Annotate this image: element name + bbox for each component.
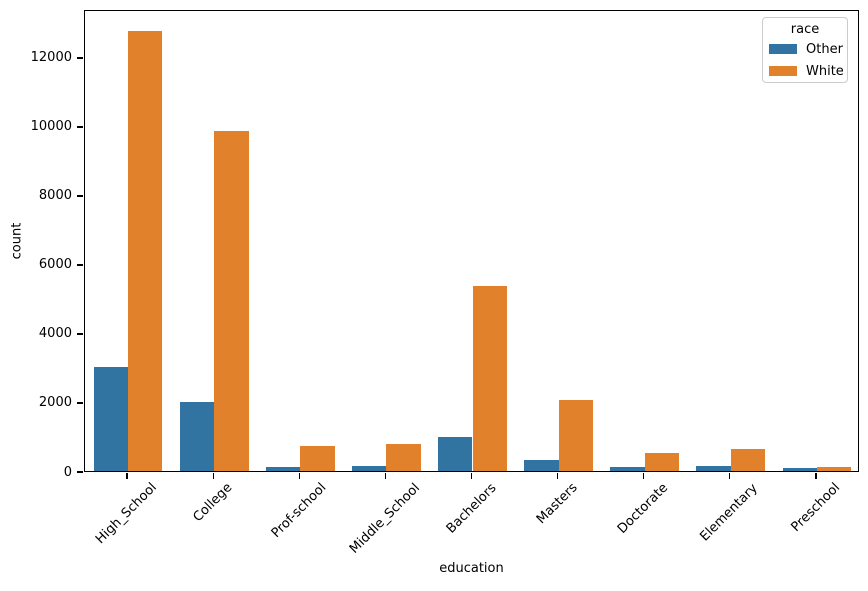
y-tick-mark bbox=[77, 471, 83, 473]
bar-bachelors-other bbox=[438, 437, 473, 471]
y-tick-mark bbox=[77, 333, 83, 335]
bar-preschool-other bbox=[782, 468, 817, 471]
bar-prof-school-other bbox=[265, 467, 301, 471]
legend-entry-white: White bbox=[769, 60, 844, 82]
bar-middle_school-white bbox=[386, 443, 421, 471]
x-tick-mark bbox=[470, 473, 473, 479]
x-tick-mark bbox=[298, 473, 300, 479]
bar-college-other bbox=[179, 402, 215, 471]
legend: race Other White bbox=[762, 17, 848, 83]
legend-label-white: White bbox=[806, 63, 844, 79]
bar-elementary-other bbox=[696, 465, 731, 471]
x-tick-mark bbox=[557, 473, 559, 479]
x-tick-label: Prof-school bbox=[268, 480, 330, 542]
x-tick-mark bbox=[729, 473, 731, 479]
bar-masters-other bbox=[524, 460, 559, 471]
y-tick-label: 8000 bbox=[38, 188, 72, 204]
bar-prof-school-white bbox=[300, 446, 335, 471]
bar-preschool-white bbox=[816, 467, 852, 471]
legend-entry-other: Other bbox=[769, 38, 843, 60]
x-axis-label: education bbox=[439, 561, 504, 576]
bar-masters-white bbox=[558, 400, 594, 471]
x-tick-label: Bachelors bbox=[443, 480, 500, 537]
bar-doctorate-white bbox=[644, 453, 680, 471]
y-tick-label: 12000 bbox=[30, 50, 72, 66]
bar-high_school-white bbox=[128, 31, 163, 471]
legend-swatch-other bbox=[769, 44, 797, 54]
y-tick-label: 0 bbox=[63, 464, 72, 480]
legend-title: race bbox=[790, 22, 820, 37]
plot-area bbox=[84, 10, 859, 472]
y-tick-mark bbox=[77, 195, 83, 197]
x-tick-label: High_School bbox=[93, 480, 160, 548]
y-axis-label: count bbox=[9, 222, 25, 260]
bar-elementary-white bbox=[730, 449, 766, 471]
y-tick-label: 10000 bbox=[30, 119, 72, 135]
y-tick-label: 2000 bbox=[38, 395, 72, 411]
x-tick-mark bbox=[212, 473, 214, 479]
y-tick-mark bbox=[77, 264, 83, 266]
x-tick-label: Elementary bbox=[697, 480, 762, 544]
x-tick-mark bbox=[384, 473, 386, 479]
x-tick-mark bbox=[126, 473, 128, 479]
bar-bachelors-white bbox=[472, 285, 507, 471]
x-tick-label: Masters bbox=[533, 480, 581, 528]
x-tick-label: Doctorate bbox=[615, 480, 672, 537]
bars-layer bbox=[85, 11, 858, 471]
y-tick-mark bbox=[77, 57, 83, 59]
x-tick-label: Middle_School bbox=[346, 480, 423, 557]
y-tick-label: 6000 bbox=[38, 257, 72, 273]
bar-middle_school-other bbox=[351, 465, 387, 471]
x-tick-label: College bbox=[190, 480, 236, 526]
bar-college-white bbox=[214, 131, 249, 471]
x-tick-label: Preschool bbox=[788, 480, 844, 535]
bar-high_school-other bbox=[93, 366, 129, 471]
y-tick-mark bbox=[77, 402, 83, 404]
legend-swatch-white bbox=[769, 66, 797, 76]
x-tick-mark bbox=[815, 473, 817, 479]
y-tick-label: 4000 bbox=[38, 326, 72, 342]
legend-label-other: Other bbox=[806, 41, 843, 57]
bar-doctorate-other bbox=[610, 467, 645, 471]
y-tick-mark bbox=[77, 126, 83, 128]
x-tick-mark bbox=[643, 473, 645, 479]
